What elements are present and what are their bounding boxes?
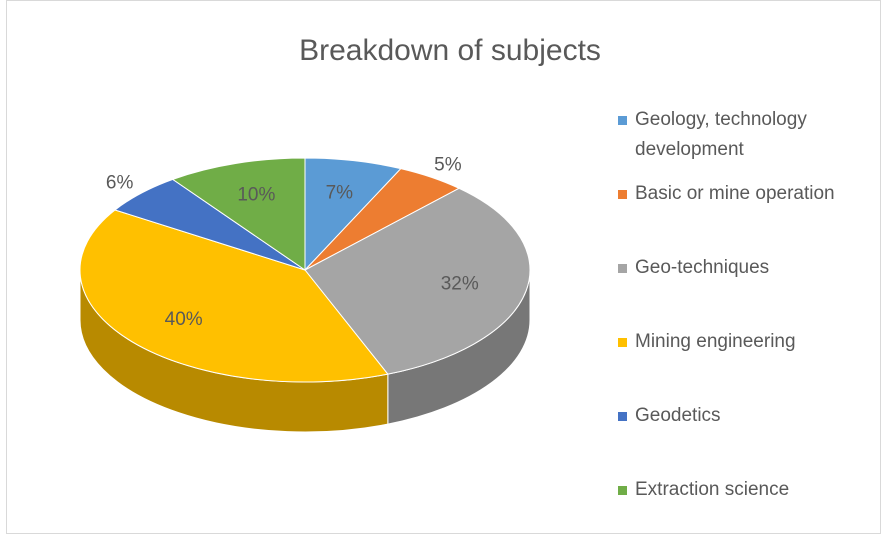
slice [171, 157, 306, 271]
data-label: 10% [237, 184, 275, 205]
slice [304, 187, 531, 375]
data-label: 5% [434, 154, 462, 175]
legend-swatch [618, 486, 627, 495]
data-label: 7% [326, 183, 354, 204]
chart-border [6, 0, 881, 534]
chart-title: Breakdown of subjects [299, 34, 601, 67]
legend-swatch [618, 338, 627, 347]
data-label: 40% [165, 309, 203, 330]
legend-swatch [618, 264, 627, 273]
legend-swatch [618, 412, 627, 421]
legend-label: Geodetics [635, 405, 721, 426]
legend-label: Geology, technology development [635, 109, 807, 160]
data-label: 6% [106, 172, 134, 193]
legend-label: Mining engineering [635, 331, 796, 352]
legend-swatch [618, 116, 627, 125]
legend-label: Geo-techniques [635, 257, 770, 278]
slice [79, 209, 389, 383]
legend-label: Extraction science [635, 479, 790, 500]
legend-label: Basic or mine operation [635, 183, 835, 204]
data-label: 32% [441, 274, 479, 295]
legend-swatch [618, 190, 627, 199]
